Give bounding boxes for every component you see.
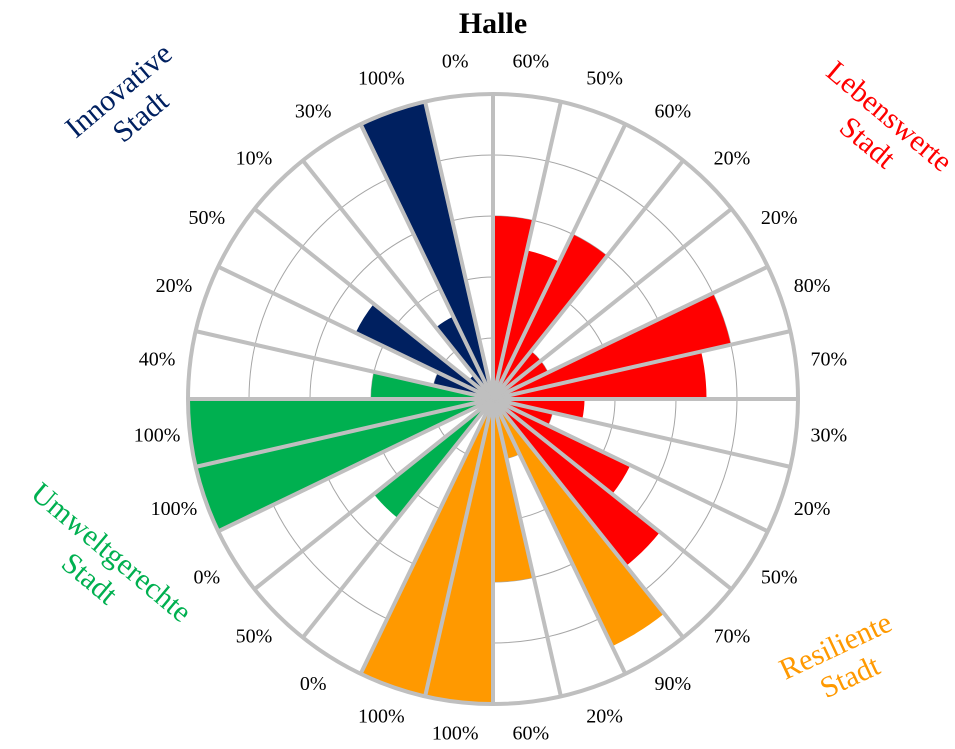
bar xyxy=(493,399,660,566)
spoke xyxy=(492,264,769,401)
bar xyxy=(493,399,631,495)
bar xyxy=(360,101,493,400)
value-label: 70% xyxy=(811,349,848,371)
spoke xyxy=(217,397,494,534)
spoke xyxy=(491,398,563,697)
spoke xyxy=(491,397,685,639)
spoke xyxy=(358,123,495,400)
value-label: 60% xyxy=(654,100,691,122)
spoke xyxy=(217,264,494,401)
value-label: 40% xyxy=(139,349,176,371)
value-label: 0% xyxy=(300,673,327,695)
chart-title: Halle xyxy=(459,7,527,40)
value-label: 20% xyxy=(794,498,831,520)
spoke xyxy=(491,398,628,675)
value-label: 20% xyxy=(761,207,798,229)
value-label: 20% xyxy=(156,275,193,297)
value-label: 50% xyxy=(586,68,623,90)
value-label: 0% xyxy=(442,51,469,73)
spoke xyxy=(492,329,791,401)
spoke xyxy=(301,159,495,401)
spoke xyxy=(491,101,563,400)
spoke xyxy=(491,397,733,591)
spoke xyxy=(195,329,494,401)
spoke xyxy=(492,397,769,534)
value-label: 100% xyxy=(358,68,405,90)
value-label: 30% xyxy=(811,424,848,446)
spoke xyxy=(253,397,495,591)
spoke xyxy=(491,207,733,401)
value-label: 60% xyxy=(513,722,550,744)
value-label: 50% xyxy=(761,566,798,588)
value-label: 80% xyxy=(794,275,831,297)
value-label: 30% xyxy=(295,100,332,122)
value-label: 100% xyxy=(358,706,405,728)
spoke xyxy=(423,398,495,697)
bar xyxy=(373,399,493,519)
value-label: 50% xyxy=(236,626,273,648)
spoke xyxy=(492,397,791,469)
grid-ring xyxy=(186,92,800,706)
spoke xyxy=(195,397,494,469)
spoke xyxy=(491,123,628,400)
spoke xyxy=(301,397,495,639)
value-label: 20% xyxy=(586,706,623,728)
bar xyxy=(360,399,493,697)
bar xyxy=(355,303,493,399)
spoke xyxy=(491,159,685,401)
spoke xyxy=(423,101,495,400)
value-label: 100% xyxy=(134,424,181,446)
bar xyxy=(195,399,494,532)
value-label: 100% xyxy=(432,722,479,744)
value-label: 50% xyxy=(188,207,225,229)
value-label: 0% xyxy=(193,566,220,588)
value-label: 10% xyxy=(236,148,273,170)
value-label: 70% xyxy=(714,626,751,648)
bar xyxy=(493,234,608,399)
value-label: 100% xyxy=(151,498,198,520)
spoke xyxy=(253,207,495,401)
value-label: 20% xyxy=(714,148,751,170)
bar xyxy=(493,399,665,647)
value-label: 90% xyxy=(654,673,691,695)
value-label: 60% xyxy=(513,51,550,73)
spoke xyxy=(358,398,495,675)
